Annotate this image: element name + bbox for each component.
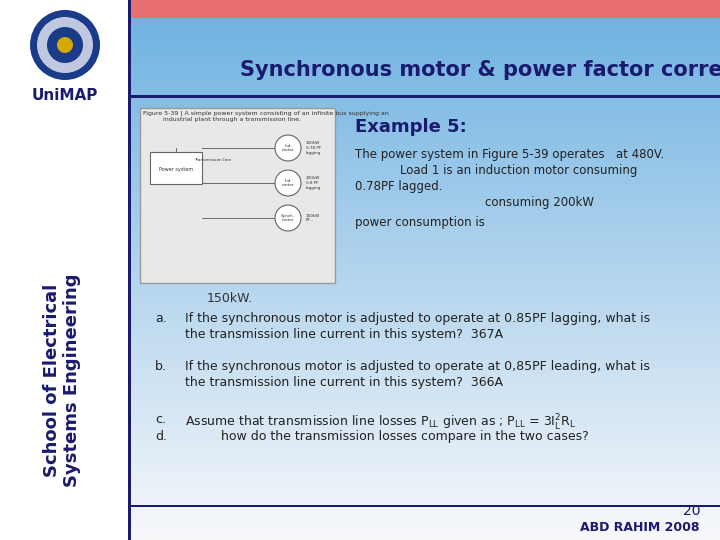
Text: Example 5:: Example 5:: [355, 118, 467, 136]
Circle shape: [275, 135, 301, 161]
Bar: [130, 0, 720, 18]
Circle shape: [30, 10, 100, 80]
Circle shape: [57, 37, 73, 53]
Circle shape: [37, 17, 93, 73]
Text: industrial plant through a transmission line.: industrial plant through a transmission …: [143, 117, 301, 122]
Text: The power system in Figure 5-39 operates   at 480V.: The power system in Figure 5-39 operates…: [355, 148, 664, 161]
Text: 100kW
0.78 PF
lagging: 100kW 0.78 PF lagging: [306, 141, 321, 154]
Text: Ind.
motor: Ind. motor: [282, 179, 294, 187]
Text: power consumption is: power consumption is: [355, 216, 485, 229]
Text: b.: b.: [155, 360, 167, 373]
Text: 200kW
0.8 PF
lagging: 200kW 0.8 PF lagging: [306, 177, 321, 190]
Text: Power system: Power system: [159, 166, 193, 172]
Text: 20: 20: [683, 504, 700, 518]
Bar: [128, 0, 131, 540]
Bar: [150, 152, 202, 184]
Text: 150kW
PF...: 150kW PF...: [306, 214, 320, 222]
Circle shape: [47, 27, 83, 63]
Text: d.: d.: [155, 430, 167, 443]
Text: School of Electrical
Systems Engineering: School of Electrical Systems Engineering: [42, 273, 81, 487]
Text: the transmission line current in this system?  367A: the transmission line current in this sy…: [185, 328, 503, 341]
Text: Synchronous motor & power factor correction: Synchronous motor & power factor correct…: [240, 60, 720, 80]
Bar: [0, 0, 130, 540]
Circle shape: [275, 170, 301, 196]
Text: a.: a.: [155, 312, 167, 325]
Text: Load 1 is an induction motor consuming: Load 1 is an induction motor consuming: [355, 164, 637, 177]
Text: the transmission line current in this system?  366A: the transmission line current in this sy…: [185, 376, 503, 389]
Text: UniMAP: UniMAP: [32, 88, 98, 103]
Circle shape: [275, 205, 301, 231]
Text: If the synchronous motor is adjusted to operate at 0,85PF leading, what is: If the synchronous motor is adjusted to …: [185, 360, 650, 373]
Text: Synch.
motor: Synch. motor: [281, 214, 295, 222]
Text: 150kW.: 150kW.: [207, 292, 253, 305]
Bar: [140, 108, 335, 283]
Text: Figure 5-39 | A simple power system consisting of an infinite bus supplying an: Figure 5-39 | A simple power system cons…: [143, 111, 389, 117]
Text: consuming 200kW: consuming 200kW: [485, 196, 594, 209]
Bar: [130, 505, 720, 507]
Text: Assume that transmission line losses P$_{\rm LL}$ given as ; P$_{\rm LL}$ = 3I$_: Assume that transmission line losses P$_…: [185, 413, 576, 433]
Text: c.: c.: [155, 413, 166, 426]
Bar: [130, 95, 720, 98]
Text: 0.78PF lagged.: 0.78PF lagged.: [355, 180, 443, 193]
Text: Ind.
motor: Ind. motor: [282, 144, 294, 152]
Text: ABD RAHIM 2008: ABD RAHIM 2008: [580, 521, 700, 534]
Text: Transmission line: Transmission line: [194, 158, 232, 162]
Text: how do the transmission losses compare in the two cases?: how do the transmission losses compare i…: [185, 430, 589, 443]
Text: If the synchronous motor is adjusted to operate at 0.85PF lagging, what is: If the synchronous motor is adjusted to …: [185, 312, 650, 325]
